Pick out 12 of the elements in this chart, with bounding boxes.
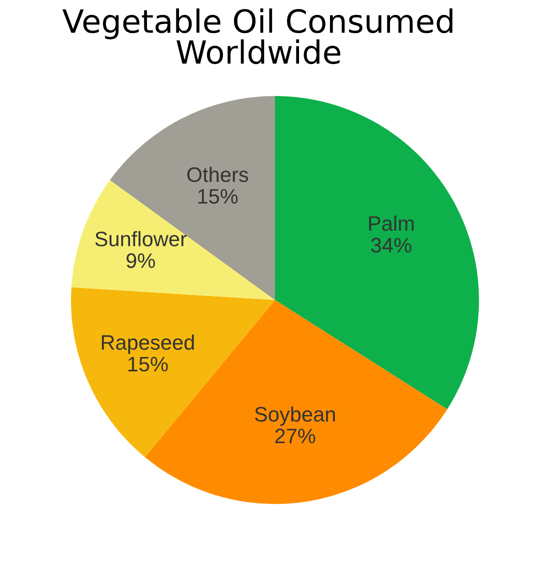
slice-label: Sunflower: [95, 231, 187, 246]
slice-label: Others: [187, 166, 248, 182]
slice-label: Palm: [369, 216, 414, 231]
data-label: 15%: [128, 356, 168, 372]
pie-slice: [71, 180, 275, 300]
slice-label: Soybean: [254, 406, 335, 426]
data-label: 27%: [275, 428, 316, 444]
slice-label: Rapeseed: [102, 334, 194, 354]
chart-title: Vegetable Oil Consumed Worldwide: [62, 8, 452, 64]
data-label: 9%: [126, 253, 155, 268]
data-label: 34%: [371, 238, 412, 253]
data-label: 15%: [198, 189, 238, 204]
